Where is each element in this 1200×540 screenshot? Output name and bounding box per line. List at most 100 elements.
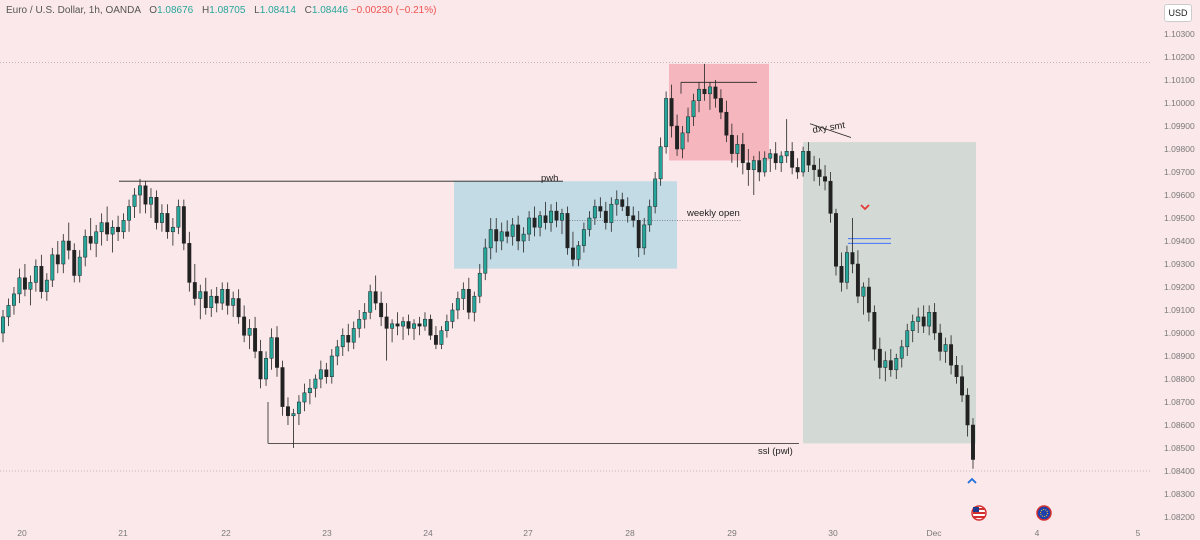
candle-body [55,254,60,265]
candle-body [845,252,849,283]
candle-body [570,247,575,260]
candle-body [318,369,323,380]
candle-body [423,318,427,327]
candle-body [779,155,784,164]
candle-body [954,364,959,377]
candle-body [971,424,975,460]
candle-body [390,323,395,329]
candle-body [565,213,570,249]
candle-body [773,153,778,164]
candle-body [340,335,345,348]
us-flag-event-icon[interactable] [971,505,987,521]
time-tick-label: 24 [423,528,433,538]
candle-body [269,337,274,359]
candle-body [883,360,888,368]
price-tick-label: 1.08400 [1164,466,1195,476]
price-tick-label: 1.08700 [1164,397,1195,407]
candle-body [488,229,493,249]
candle-body [384,316,389,329]
pwh-label: pwh [541,173,558,184]
candle-body [247,328,252,336]
candle-body [516,224,521,242]
candle-body [159,213,164,223]
candle-body [143,185,148,205]
candle-body [94,231,99,244]
candle-body [866,286,871,313]
candle-body [839,266,844,283]
candle-body [33,266,38,283]
currency-button[interactable]: USD [1164,4,1192,22]
candle-body [510,224,515,237]
time-tick-label: 20 [17,528,27,538]
candle-body [450,309,455,322]
candle-body [823,176,827,182]
candle-body [466,289,471,313]
candle-body [784,151,789,157]
price-tick-label: 1.08800 [1164,374,1195,384]
candle-body [894,358,899,371]
price-tick-label: 1.10100 [1164,75,1195,85]
dxy-smt-label: dxy smt [812,120,846,136]
candle-body [291,413,296,417]
candle-body [801,151,806,173]
candle-body [812,164,817,170]
candle-body [560,213,564,221]
candle-body [718,98,723,113]
candle-body [888,360,893,371]
candle-body [428,318,433,336]
eu-flag-event-icon[interactable] [1036,505,1052,521]
candle-body [592,206,597,219]
time-axis[interactable]: 20 21 22 23 24 27 28 29 30 Dec 4 5 [17,528,1140,538]
price-tick-label: 1.09800 [1164,144,1195,154]
time-tick-label: 28 [625,528,635,538]
candle-body [88,236,93,244]
candle-body [603,210,608,223]
high-label: H [202,5,210,16]
candle-body [927,312,932,327]
price-axis[interactable]: 1.10300 1.10200 1.10100 1.10000 1.09900 1.098… [1164,29,1195,522]
close-value: 1.08446 [311,5,349,16]
candle-body [543,215,548,223]
candle-body [647,206,652,226]
candle-body [664,98,669,147]
candle-body [444,321,449,331]
candle-body [729,134,734,154]
candle-body [220,289,225,304]
change-value: −0.00230 (−0.21%) [350,5,437,16]
candle-body [242,316,247,336]
time-tick-label: 29 [727,528,737,538]
candle-body [828,180,833,214]
candle-body [872,312,877,350]
price-tick-label: 1.08900 [1164,351,1195,361]
candle-body [83,236,88,258]
candle-body [116,226,121,233]
candle-body [417,323,422,327]
candle-body [346,335,351,343]
candle-body [932,312,937,334]
chevron-down-marker-icon [860,204,870,211]
time-tick-label: 23 [322,528,332,538]
dxy-smt-line [809,123,852,138]
candle-body [850,252,855,265]
candle-body [433,335,438,345]
price-tick-label: 1.10300 [1164,29,1195,39]
price-tick-label: 1.09200 [1164,282,1195,292]
candle-body [713,86,718,99]
candle-body [176,206,181,228]
candle-body [965,394,970,426]
candle-body [439,330,444,345]
candle-body [395,323,400,327]
low-label: L [254,5,260,16]
candle-body [170,226,175,233]
candle-body [746,162,751,170]
candle-body [203,291,208,308]
candle-body [110,226,115,235]
candle-body [855,263,860,297]
candle-body [658,146,663,180]
open-value: 1.08676 [157,5,194,16]
candle-body [50,254,55,281]
price-tick-label: 1.09700 [1164,167,1195,177]
candle-body [351,328,356,343]
candle-body [790,151,795,168]
